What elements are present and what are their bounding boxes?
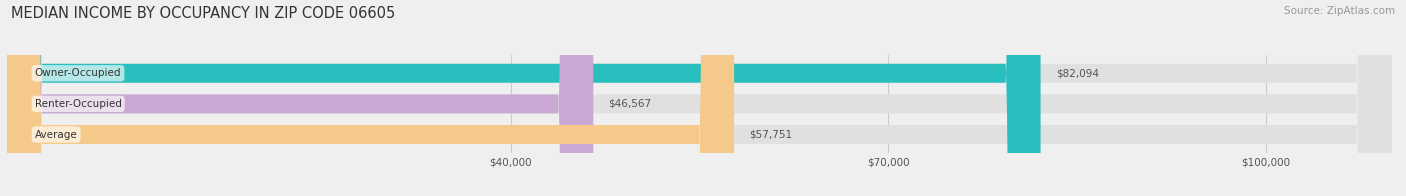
Text: Renter-Occupied: Renter-Occupied — [35, 99, 121, 109]
FancyBboxPatch shape — [7, 0, 1392, 196]
Text: Source: ZipAtlas.com: Source: ZipAtlas.com — [1284, 6, 1395, 16]
FancyBboxPatch shape — [7, 0, 1040, 196]
FancyBboxPatch shape — [7, 0, 734, 196]
Text: Average: Average — [35, 130, 77, 140]
FancyBboxPatch shape — [7, 0, 1392, 196]
Text: MEDIAN INCOME BY OCCUPANCY IN ZIP CODE 06605: MEDIAN INCOME BY OCCUPANCY IN ZIP CODE 0… — [11, 6, 395, 21]
Text: Owner-Occupied: Owner-Occupied — [35, 68, 121, 78]
Text: $57,751: $57,751 — [749, 130, 793, 140]
FancyBboxPatch shape — [7, 0, 1392, 196]
Text: $82,094: $82,094 — [1056, 68, 1098, 78]
FancyBboxPatch shape — [7, 0, 593, 196]
Text: $46,567: $46,567 — [609, 99, 651, 109]
